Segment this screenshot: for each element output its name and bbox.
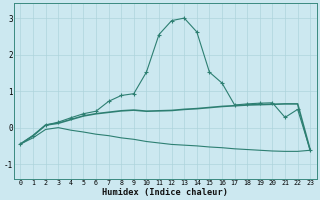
X-axis label: Humidex (Indice chaleur): Humidex (Indice chaleur) — [102, 188, 228, 197]
